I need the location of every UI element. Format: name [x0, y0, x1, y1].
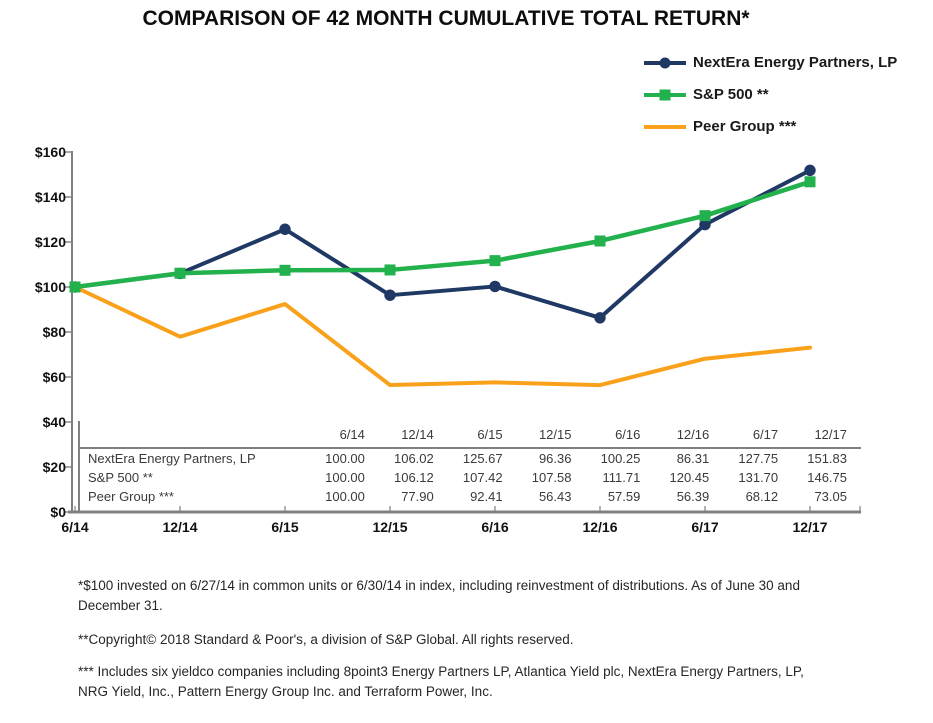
legend-label: Peer Group *** [693, 118, 797, 135]
table-value-cell: 120.45 [669, 470, 710, 485]
table-date-header: 6/16 [585, 421, 655, 449]
table-row-label: Peer Group *** [88, 489, 174, 504]
data-point [594, 235, 606, 247]
table-value-cell: 92.41 [470, 489, 503, 504]
x-tick-label: 6/14 [61, 519, 89, 535]
y-tick-label: $40 [42, 414, 66, 430]
data-point [804, 164, 816, 177]
y-tick-label: $140 [34, 189, 66, 205]
x-tick-label: 12/17 [792, 519, 828, 535]
table-row: Peer Group *** 100.00 77.90 92.41 56.43 57.59… [80, 487, 861, 506]
series-line [72, 179, 813, 290]
data-point [69, 281, 81, 293]
data-point [804, 176, 816, 188]
y-tick-label: $80 [42, 324, 66, 340]
y-tick-label: $60 [42, 369, 66, 385]
data-point [594, 312, 606, 324]
footnote-copyright: **Copyright© 2018 Standard & Poor's, a d… [78, 632, 574, 647]
series-1 [69, 164, 816, 324]
table-value-cell: 100.00 [325, 470, 365, 485]
data-point [489, 280, 501, 293]
table-value-cell: 57.59 [607, 489, 641, 504]
axes [64, 151, 861, 514]
table-value-cell: 106.02 [393, 451, 434, 466]
table-value-cell: 100.25 [600, 451, 641, 466]
data-table-container: 6/14 12/14 6/15 12/15 6/16 12/16 6/17 12/17 Next… [78, 421, 861, 512]
table-value-cell: 96.36 [538, 451, 572, 466]
table-value-cell: 56.39 [676, 489, 710, 504]
legend-line-swatch [644, 124, 686, 129]
table-row-label: S&P 500 ** [88, 470, 153, 485]
table-value-cell: 68.12 [745, 489, 779, 504]
circle-marker-icon [659, 57, 671, 68]
x-tick-label: 12/14 [162, 519, 198, 535]
table-row-label: NextEra Energy Partners, LP [88, 451, 256, 466]
y-tick-label: $120 [34, 234, 66, 250]
x-tick-label: 12/16 [582, 519, 618, 535]
table-value-cell: 106.12 [393, 470, 434, 485]
table-date-header: 6/15 [447, 421, 517, 449]
table-date-header: 12/14 [378, 421, 448, 449]
x-tick-label: 12/15 [372, 519, 408, 535]
data-point [384, 264, 396, 276]
table-value-cell: 56.43 [538, 489, 572, 504]
table-header-row: 6/14 12/14 6/15 12/15 6/16 12/16 6/17 12/17 [80, 421, 861, 449]
series-line [73, 285, 812, 388]
legend-line-swatch [644, 57, 686, 68]
x-tick-label: 6/16 [481, 519, 509, 535]
x-tick-label: 6/15 [271, 519, 299, 535]
table-value-cell: 151.83 [807, 451, 847, 466]
legend-label: NextEra Energy Partners, LP [693, 54, 898, 71]
y-tick-label: $100 [34, 279, 66, 295]
series-3 [73, 285, 812, 388]
series-2 [69, 176, 816, 293]
table-value-cell: 100.00 [325, 489, 365, 504]
legend-item: NextEra Energy Partners, LP [644, 50, 897, 75]
table-value-cell: 107.58 [531, 470, 572, 485]
table-value-cell: 127.75 [738, 451, 779, 466]
y-tick-label: $20 [42, 459, 66, 475]
legend-item: Peer Group *** [644, 114, 897, 139]
table-date-header: 12/16 [654, 421, 724, 449]
table-row: NextEra Energy Partners, LP 100.00 106.02 1… [80, 448, 861, 468]
data-table: 6/14 12/14 6/15 12/15 6/16 12/16 6/17 12/17 Next… [80, 421, 861, 506]
data-point [174, 267, 186, 279]
y-tick-label: $160 [34, 144, 66, 160]
data-point [384, 289, 396, 301]
data-point [699, 210, 711, 222]
table-value-cell: 86.31 [676, 451, 710, 466]
table-value-cell: 146.75 [807, 470, 847, 485]
y-tick-label: $0 [50, 504, 66, 520]
table-value-cell: 107.42 [462, 470, 503, 485]
table-date-header: 12/17 [792, 421, 861, 449]
table-date-header: 6/14 [310, 421, 379, 449]
data-point [279, 264, 291, 276]
table-corner-cell [80, 421, 310, 449]
chart-title: COMPARISON OF 42 MONTH CUMULATIVE TOTAL … [142, 7, 750, 30]
data-point [489, 255, 501, 267]
footnote-peer-group: *** Includes six yieldco companies inclu… [78, 664, 804, 700]
footnote-invested: *$100 invested on 6/27/14 in common unit… [78, 578, 800, 614]
x-tick-label: 6/17 [691, 519, 719, 535]
table-date-header: 6/17 [723, 421, 793, 449]
table-row: S&P 500 ** 100.00 106.12 107.42 107.58 111.71… [80, 468, 861, 487]
data-point [699, 218, 711, 231]
legend-item: S&P 500 ** [644, 82, 897, 107]
square-marker-icon [659, 89, 671, 100]
table-value-cell: 111.71 [602, 470, 641, 485]
table-value-cell: 77.90 [401, 489, 434, 504]
table-value-cell: 73.05 [814, 489, 847, 504]
table-date-header: 12/15 [516, 421, 586, 449]
table-value-cell: 131.70 [738, 470, 779, 485]
table-value-cell: 125.67 [462, 451, 503, 466]
series-line [73, 168, 812, 320]
legend-label: S&P 500 ** [693, 86, 769, 103]
legend: NextEra Energy Partners, LP S&P 500 ** Pee… [644, 50, 897, 146]
data-point [279, 223, 291, 235]
table-value-cell: 100.00 [325, 451, 365, 466]
legend-line-swatch [644, 89, 686, 100]
